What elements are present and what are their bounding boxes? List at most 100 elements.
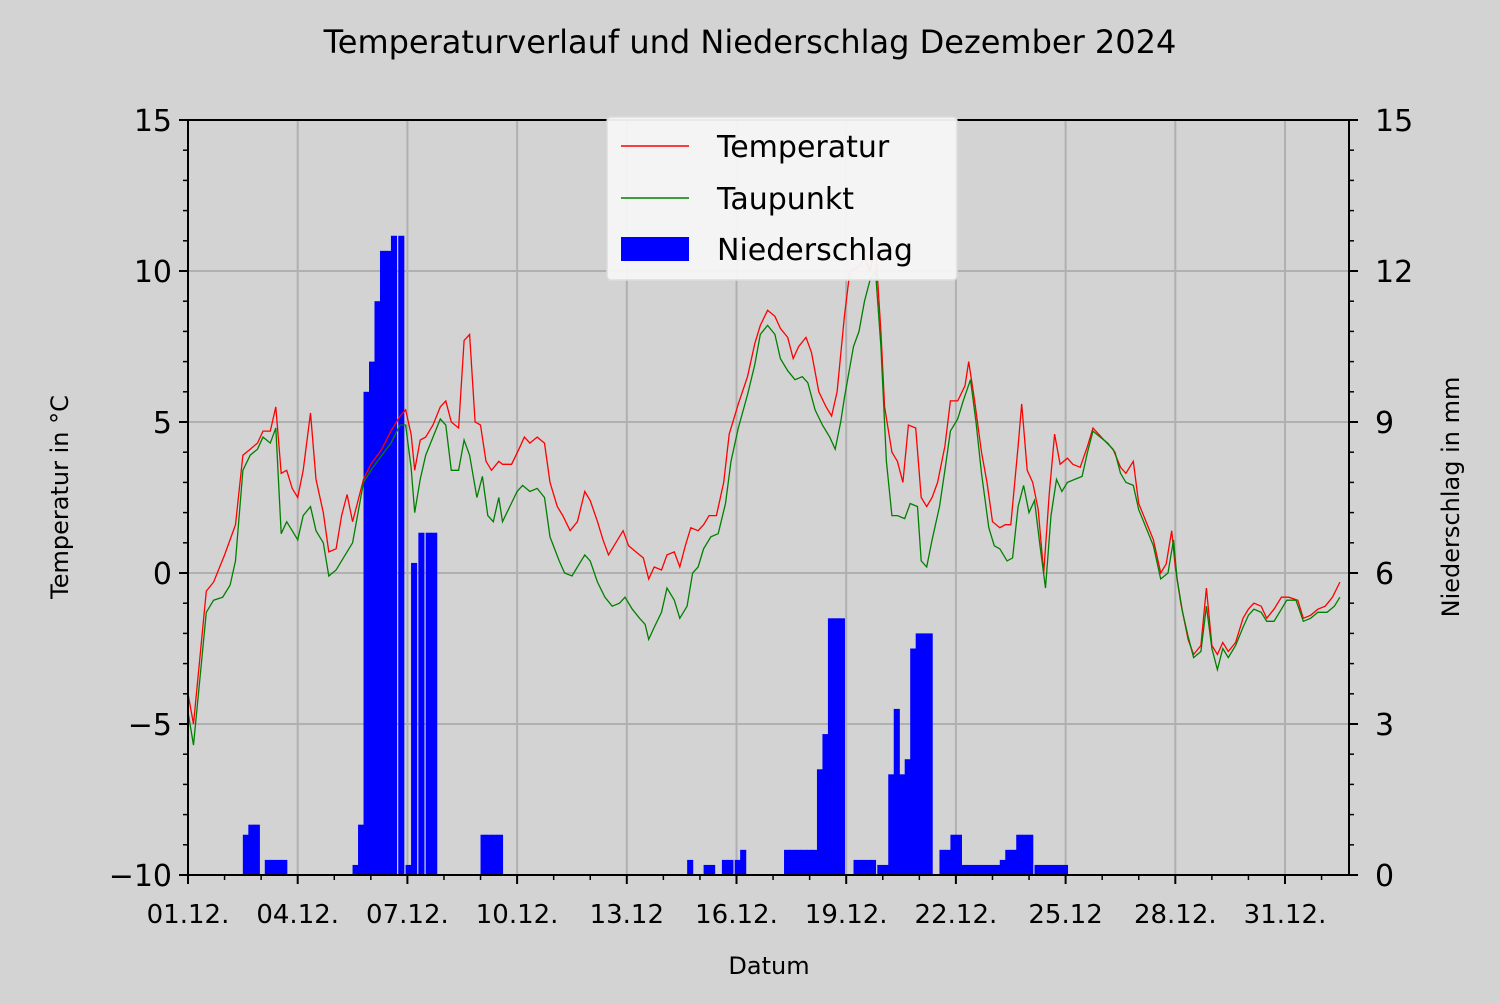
precipitation-bar	[1045, 864, 1052, 875]
y-right-tick-label: 12	[1375, 255, 1413, 290]
precipitation-bar	[405, 864, 412, 875]
y-right-tick-label: 9	[1375, 406, 1394, 441]
temperatur-line	[187, 246, 1341, 725]
legend: Temperatur Taupunkt Niederschlag	[606, 116, 958, 281]
precipitation-bar	[882, 864, 889, 875]
y-left-tick-label: 0	[153, 557, 172, 592]
precipitation-bar	[988, 864, 995, 875]
y-right-tick-label: 15	[1375, 104, 1413, 139]
precipitation-bar	[248, 824, 255, 875]
precipitation-bar	[740, 849, 747, 875]
precipitation-bar	[789, 849, 796, 875]
y-right-tick-label: 0	[1375, 859, 1394, 894]
precipitation-bar	[1016, 834, 1023, 875]
precipitation-bar	[955, 834, 962, 875]
legend-taupunkt-label: Taupunkt	[716, 182, 854, 217]
precipitation-bar	[999, 859, 1006, 875]
precipitation-bar	[734, 859, 741, 875]
precipitation-bar	[822, 734, 829, 875]
y-axis-right-label: Niederschlag in mm	[1437, 377, 1465, 618]
precipitation-bar	[491, 834, 498, 875]
legend-box	[606, 116, 958, 281]
precipitation-bar	[833, 618, 840, 875]
y-left-tick-label: 5	[153, 406, 172, 441]
x-tick-label: 22.12.	[915, 900, 998, 930]
tick-labels: 01.12. 04.12. 07.12. 10.12. 13.12 16.12. 19.12…	[109, 104, 1414, 930]
x-tick-label: 13.12	[590, 900, 664, 930]
precipitation-bar	[281, 859, 288, 875]
precipitation-bar	[853, 859, 860, 875]
precipitation-bar	[374, 301, 381, 875]
precipitation-bar	[915, 633, 922, 875]
x-tick-label: 04.12.	[256, 900, 339, 930]
precipitation-bar	[275, 859, 282, 875]
precipitation-bar	[352, 864, 359, 875]
precipitation-bar	[687, 859, 694, 875]
y-axis-left-label: Temperatur in °C	[46, 395, 74, 600]
precipitation-bar	[1027, 834, 1034, 875]
x-tick-label: 07.12.	[366, 900, 449, 930]
precipitation-bar	[242, 834, 249, 875]
precipitation-bar	[961, 864, 968, 875]
precipitation-bar	[398, 235, 405, 875]
precipitation-bar	[431, 532, 438, 875]
precipitation-bar	[904, 759, 911, 875]
precipitation-bar	[1005, 849, 1012, 875]
precipitation-bar	[390, 235, 398, 875]
x-tick-label: 25.12	[1028, 900, 1102, 930]
precipitation-bar	[363, 391, 370, 875]
precipitation-bar	[1056, 864, 1063, 875]
precipitation-bar	[864, 859, 871, 875]
precipitation-bar	[827, 618, 835, 875]
y-left-tick-label: −10	[109, 859, 172, 894]
chart-title: Temperaturverlauf und Niederschlag Dezem…	[323, 23, 1177, 61]
precipitation-bar	[926, 633, 933, 875]
precipitation-bar	[877, 864, 884, 875]
precipitation-bar	[1034, 864, 1041, 875]
precipitation-bar	[888, 774, 895, 875]
precipitation-bar	[939, 849, 946, 875]
line-series	[187, 246, 1341, 746]
precipitation-bar	[859, 859, 866, 875]
precipitation-bar	[1061, 864, 1069, 875]
x-tick-label: 16.12.	[695, 900, 778, 930]
x-tick-label: 19.12.	[805, 900, 888, 930]
precipitation-bar	[480, 834, 487, 875]
x-tick-label: 28.12.	[1134, 900, 1217, 930]
precipitation-bar	[994, 864, 1001, 875]
legend-niederschlag-label: Niederschlag	[717, 233, 913, 268]
precipitation-bar	[270, 859, 277, 875]
precipitation-bar	[805, 849, 813, 875]
precipitation-bar	[800, 849, 807, 875]
precipitation-bar	[811, 849, 818, 875]
precipitation-bar	[1050, 864, 1058, 875]
precipitation-bar	[944, 849, 952, 875]
y-left-tick-label: 15	[134, 104, 172, 139]
y-right-tick-label: 6	[1375, 557, 1394, 592]
precipitation-bar	[264, 859, 271, 875]
precipitation-bar	[369, 361, 376, 876]
precipitation-bar	[966, 864, 973, 875]
precipitation-bar	[496, 834, 504, 875]
precipitation-bar	[899, 774, 906, 875]
precipitation-bar	[411, 562, 418, 875]
precipitation-bar	[1040, 864, 1047, 875]
precipitation-bar	[486, 834, 493, 875]
precipitation-bar	[1010, 849, 1017, 875]
precipitation-bar	[727, 859, 734, 875]
precipitation-bar	[838, 618, 845, 875]
taupunkt-line	[187, 268, 1341, 746]
legend-niederschlag-swatch	[621, 237, 689, 261]
precipitation-bar	[795, 849, 802, 875]
legend-temperatur-label: Temperatur	[716, 130, 890, 165]
precipitation-bar	[253, 824, 260, 875]
y-left-tick-label: −5	[128, 708, 172, 743]
precipitation-bar	[921, 633, 928, 875]
y-right-tick-label: 3	[1375, 708, 1394, 743]
precipitation-bar	[358, 824, 365, 875]
precipitation-bar	[972, 864, 979, 875]
precipitation-bar	[784, 849, 791, 875]
precipitation-bar	[816, 769, 824, 875]
precipitation-bar	[983, 864, 990, 875]
